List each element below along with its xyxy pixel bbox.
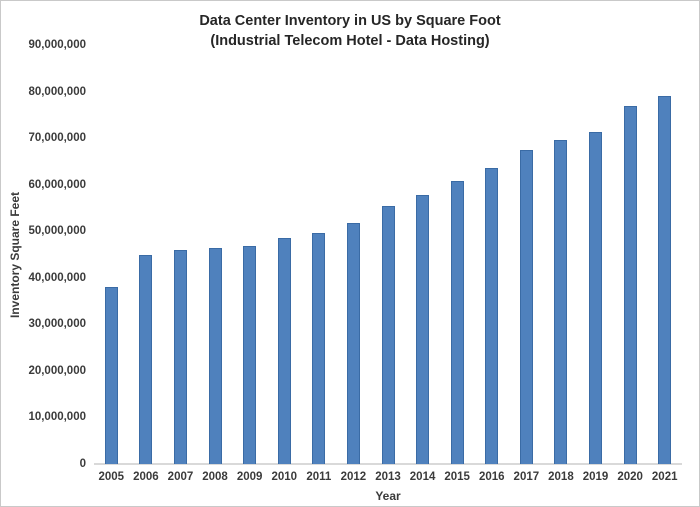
y-axis-tick-labels: 0 10,000,000 20,000,000 30,000,000 40,000,00… [1,39,90,470]
x-tick-label: 2016 [478,471,505,483]
bar-2010 [277,237,291,464]
x-tick-label: 2014 [409,471,436,483]
bar-2017 [519,149,533,464]
bar-2015 [450,180,464,464]
x-tick-label: 2019 [582,471,609,483]
x-tick-label: 2007 [167,471,194,483]
x-axis-line [94,463,682,465]
x-tick-label: 2013 [375,471,401,483]
bar-2011 [312,232,326,464]
chart-title: Data Center Inventory in US by Square Fo… [1,11,699,51]
y-tick-label: 20,000,000 [28,364,86,377]
bar-2012 [346,223,360,464]
x-axis-title: Year [375,489,401,503]
bar-2008 [208,247,222,464]
x-tick-label: 2011 [306,471,332,483]
bar-2019 [589,131,603,464]
bar-2021 [658,96,672,464]
x-tick-label: 2017 [513,471,540,483]
plot-area [94,45,682,465]
y-tick-label: 10,000,000 [28,411,86,424]
bar-2020 [623,106,637,464]
chart-title-line2: (Industrial Telecom Hotel - Data Hosting… [210,33,490,49]
bar-2013 [381,205,395,464]
x-tick-label: 2009 [236,471,263,483]
bar-2014 [416,194,430,464]
x-tick-label: 2018 [548,471,574,483]
x-tick-label: 2012 [340,471,367,483]
bar-2016 [485,168,499,464]
bar-2007 [173,249,187,464]
y-tick-label: 30,000,000 [28,318,86,331]
x-axis-tick-labels: 2005 2006 2007 2008 2009 2010 2011 2012 2013 2014… [94,471,682,486]
x-tick-label: 2005 [98,471,125,483]
y-tick-label: 80,000,000 [28,85,86,98]
y-tick-label: 90,000,000 [28,39,86,51]
x-tick-label: 2008 [202,471,228,483]
x-tick-label: 2015 [444,471,470,483]
y-tick-label: 70,000,000 [28,132,86,145]
bar-2018 [554,139,568,464]
x-tick-label: 2020 [617,471,643,483]
x-tick-label: 2021 [651,471,678,483]
x-tick-label: 2006 [133,471,159,483]
chart-title-line1: Data Center Inventory in US by Square Fo… [199,13,501,29]
y-tick-label: 0 [79,458,86,470]
x-tick-label: 2010 [271,471,298,483]
y-tick-label: 60,000,000 [28,178,86,191]
bar-2006 [139,254,153,464]
y-tick-label: 50,000,000 [28,225,86,238]
bar-2009 [243,246,257,464]
y-tick-label: 40,000,000 [28,271,86,284]
bar-2005 [104,287,118,464]
